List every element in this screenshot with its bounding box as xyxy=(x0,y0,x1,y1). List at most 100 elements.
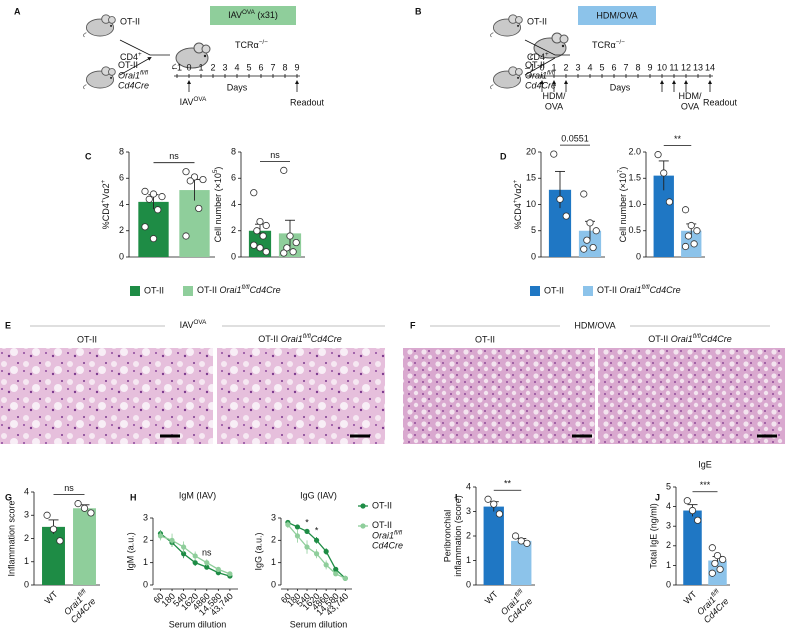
text-part: Vα2 xyxy=(513,183,523,199)
data-point xyxy=(195,204,203,213)
data-point xyxy=(490,500,498,508)
panel-title: OT-II xyxy=(77,334,97,344)
text-part: + xyxy=(100,199,107,203)
data-point xyxy=(313,551,320,557)
y-axis-label: %CD4+Vα2+ xyxy=(100,179,111,229)
data-point xyxy=(687,221,695,230)
text-part: OVA xyxy=(681,102,699,112)
x-tick-label: WT xyxy=(43,589,60,606)
text-part: Orai1 xyxy=(620,285,642,295)
text-part: OT-II xyxy=(118,60,138,70)
text-part: CD4 xyxy=(527,52,545,62)
legend-marker xyxy=(360,523,366,529)
bar xyxy=(42,526,65,585)
y-tick-label: 2 xyxy=(231,225,236,235)
y-tick-label: 1 xyxy=(466,555,471,565)
data-point xyxy=(289,248,297,256)
panel-title: OT-II xyxy=(475,334,495,344)
significance-label: *** xyxy=(700,480,711,490)
data-point xyxy=(182,168,190,176)
data-point xyxy=(495,510,504,518)
panel-letter: J xyxy=(655,492,660,502)
day-label: 6 xyxy=(258,62,263,72)
data-point xyxy=(182,232,190,240)
panel-title: OT-II Orai1fl/flCd4Cre xyxy=(648,333,732,344)
day-label: 8 xyxy=(282,62,287,72)
legend-swatch xyxy=(530,286,540,296)
text-part: OT-II xyxy=(597,285,620,295)
y-tick-label: 1 xyxy=(271,557,276,567)
day-label: 14 xyxy=(705,62,715,72)
y-axis-label: Peribronchialinflammation (score) xyxy=(443,495,463,577)
chart-title: IgM (IAV) xyxy=(179,490,216,500)
text-part: 7 xyxy=(617,169,624,173)
chart-title: IgE xyxy=(698,459,712,469)
y-tick-label: 3 xyxy=(466,506,471,516)
y-tick-label: 3 xyxy=(666,521,671,531)
day-label: 3 xyxy=(575,62,580,72)
x-axis-label: Serum dilution xyxy=(169,619,227,629)
significance-label: ns xyxy=(270,150,280,160)
data-point xyxy=(43,511,51,519)
data-point xyxy=(141,223,149,231)
mouse-icon xyxy=(83,66,116,90)
text-part: OT-II xyxy=(648,334,671,344)
legend-label: OT-II Orai1fl/fl Cd4Cre xyxy=(372,520,403,551)
group-label: IAVOVA xyxy=(180,319,207,330)
y-axis-label: Inflammation score xyxy=(6,500,16,576)
text-part: −/− xyxy=(616,39,625,46)
legend-swatch xyxy=(583,286,593,296)
text-part: CD4 xyxy=(120,52,138,62)
text-part: Orai1 xyxy=(118,71,140,81)
data-point xyxy=(149,235,158,243)
header: HDM/OVA xyxy=(596,10,637,20)
y-tick-label: 8 xyxy=(119,146,124,156)
text-part: Cd4Cre xyxy=(701,334,732,344)
arrow xyxy=(524,39,570,76)
data-point xyxy=(250,241,258,249)
donor-label: OT-II xyxy=(120,16,140,26)
text-part: 5 xyxy=(212,169,219,173)
significance-label: ns xyxy=(202,548,212,558)
text-part: OVA xyxy=(194,96,208,103)
panel-letter: E xyxy=(5,320,11,330)
x-tick-label: Orai1fl/flCd4Cre xyxy=(61,588,99,626)
text-part: ) xyxy=(213,167,223,170)
text-part: IAV xyxy=(228,10,242,20)
text-part: Cd4Cre xyxy=(118,81,149,91)
panel-letter: F xyxy=(410,320,416,330)
data-point xyxy=(580,245,588,253)
data-point xyxy=(484,495,492,503)
text-part: Orai1 xyxy=(281,334,303,344)
text-part: Cd4Cre xyxy=(311,334,342,344)
text-part: fl/fl xyxy=(710,588,721,599)
readout-label: Readout xyxy=(290,97,325,107)
data-point xyxy=(716,565,724,573)
day-label: 4 xyxy=(234,62,239,72)
treatment-label: HDM/OVA xyxy=(679,91,702,111)
data-point xyxy=(683,497,691,505)
day-label: 6 xyxy=(611,62,616,72)
legend-label: OT-II xyxy=(144,285,164,295)
legend-swatch xyxy=(130,286,140,296)
panel-letter: B xyxy=(415,6,422,16)
data-point xyxy=(562,212,570,220)
data-point xyxy=(169,537,175,543)
data-point xyxy=(556,195,564,203)
y-tick-label: 0 xyxy=(271,579,276,589)
significance-label: * xyxy=(315,525,319,535)
day-label: 1 xyxy=(198,62,203,72)
y-tick-label: 4 xyxy=(666,501,671,511)
bar xyxy=(548,189,572,257)
panel-letter: C xyxy=(85,151,92,161)
data-point xyxy=(158,193,166,201)
y-tick-label: 0 xyxy=(24,579,29,589)
y-tick-label: 3 xyxy=(271,512,276,522)
data-point xyxy=(660,169,668,177)
data-point xyxy=(333,571,339,577)
legend-label: OT-II Orai1fl/flCd4Cre xyxy=(597,284,681,295)
y-tick-label: 4 xyxy=(24,486,29,496)
data-point xyxy=(654,151,662,159)
y-tick-label: 8 xyxy=(231,146,236,156)
text-part: OT-II xyxy=(525,60,545,70)
